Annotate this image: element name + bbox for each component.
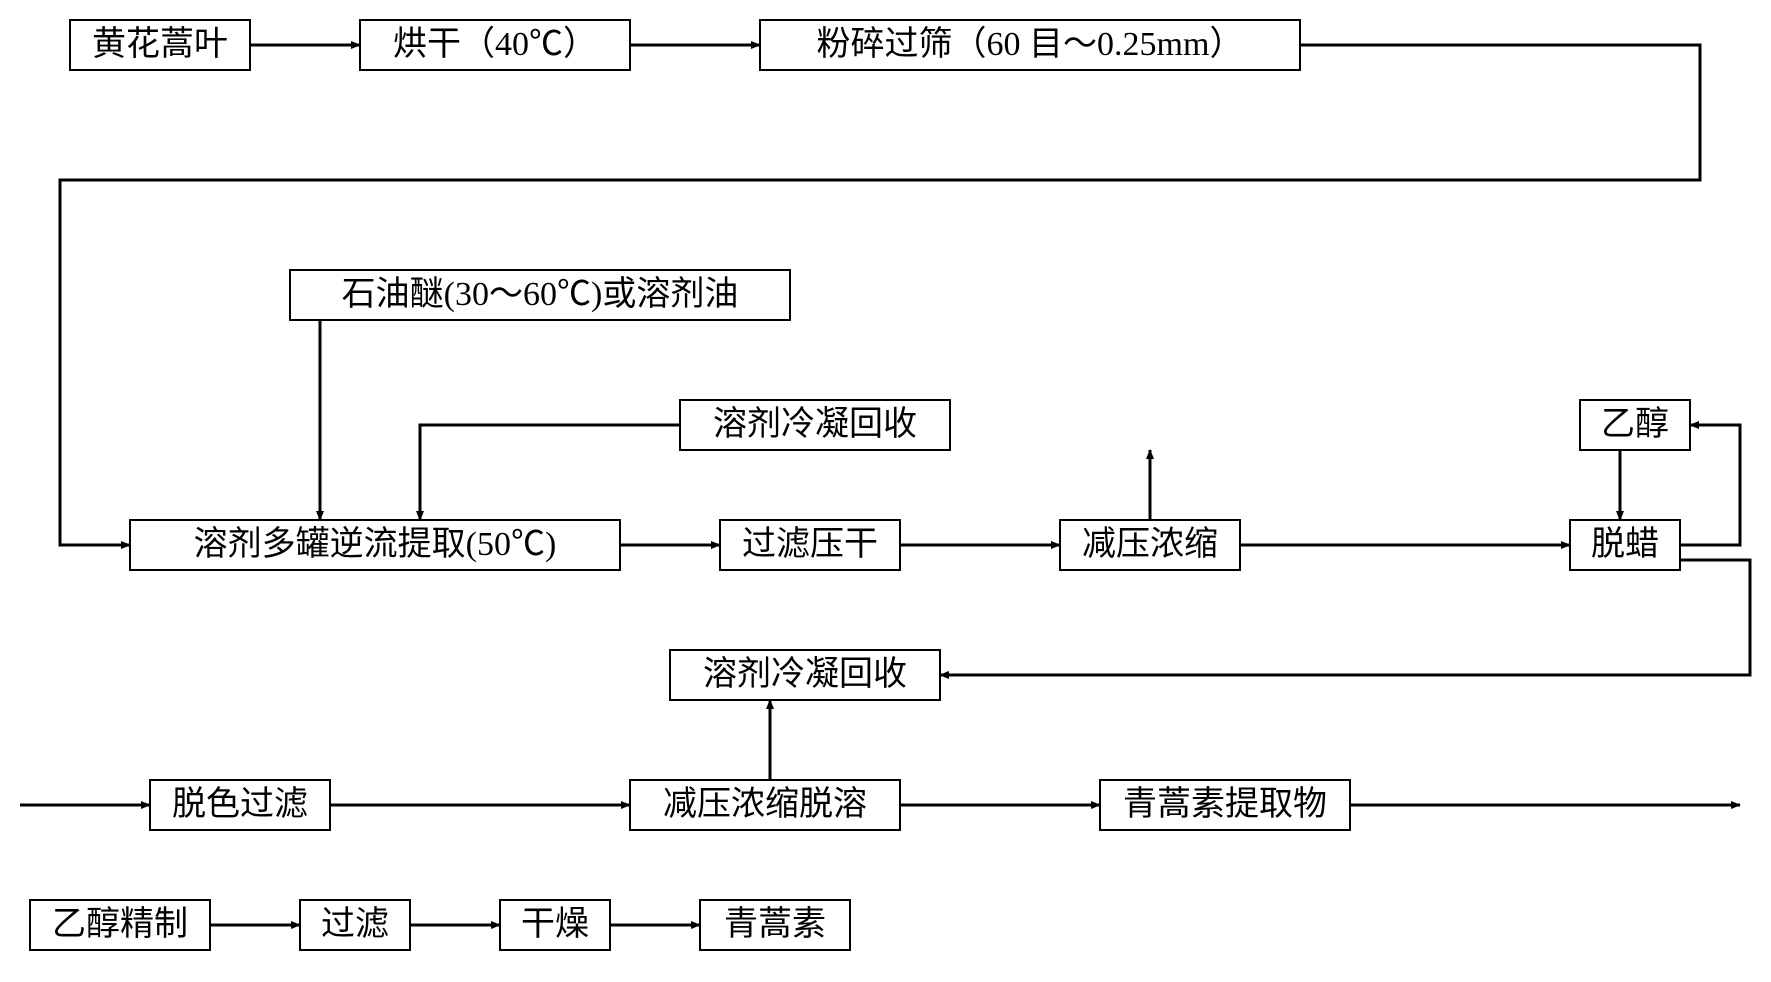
node-n14: 青蒿素提取物 bbox=[1100, 780, 1350, 830]
node-label-n5: 溶剂冷凝回收 bbox=[713, 405, 917, 443]
node-label-n8: 过滤压干 bbox=[742, 525, 878, 563]
node-n3: 粉碎过筛（60 目～0.25mm） bbox=[760, 20, 1300, 70]
node-label-n12: 脱色过滤 bbox=[172, 785, 308, 823]
node-label-n1: 黄花蒿叶 bbox=[92, 25, 228, 63]
nodes-layer: 黄花蒿叶 烘干（40℃） 粉碎过筛（60 目～0.25mm） 石油醚(30～60℃)或… bbox=[30, 20, 1690, 950]
node-n17: 干燥 bbox=[500, 900, 610, 950]
node-label-n10: 脱蜡 bbox=[1591, 525, 1659, 563]
node-label-n15: 乙醇精制 bbox=[52, 905, 188, 943]
node-n6: 乙醇 bbox=[1580, 400, 1690, 450]
node-label-n2: 烘干（40℃） bbox=[393, 25, 597, 63]
node-n8: 过滤压干 bbox=[720, 520, 900, 570]
edge-4 bbox=[420, 425, 680, 520]
node-n1: 黄花蒿叶 bbox=[70, 20, 250, 70]
node-label-n13: 减压浓缩脱溶 bbox=[663, 785, 867, 823]
node-n2: 烘干（40℃） bbox=[360, 20, 630, 70]
edge-11 bbox=[940, 560, 1750, 675]
node-label-n7: 溶剂多罐逆流提取(50℃) bbox=[194, 525, 557, 563]
node-n9: 减压浓缩 bbox=[1060, 520, 1240, 570]
node-n15: 乙醇精制 bbox=[30, 900, 210, 950]
node-n18: 青蒿素 bbox=[700, 900, 850, 950]
node-n4: 石油醚(30～60℃)或溶剂油 bbox=[290, 270, 790, 320]
node-label-n18: 青蒿素 bbox=[724, 905, 826, 943]
node-label-n3: 粉碎过筛（60 目～0.25mm） bbox=[817, 25, 1244, 63]
node-n13: 减压浓缩脱溶 bbox=[630, 780, 900, 830]
node-n11: 溶剂冷凝回收 bbox=[670, 650, 940, 700]
node-n5: 溶剂冷凝回收 bbox=[680, 400, 950, 450]
flowchart-canvas: 黄花蒿叶 烘干（40℃） 粉碎过筛（60 目～0.25mm） 石油醚(30～60℃)或… bbox=[0, 0, 1771, 982]
node-n12: 脱色过滤 bbox=[150, 780, 330, 830]
node-n7: 溶剂多罐逆流提取(50℃) bbox=[130, 520, 620, 570]
node-n16: 过滤 bbox=[300, 900, 410, 950]
node-n10: 脱蜡 bbox=[1570, 520, 1680, 570]
node-label-n4: 石油醚(30～60℃)或溶剂油 bbox=[342, 275, 739, 313]
node-label-n17: 干燥 bbox=[521, 906, 589, 943]
node-label-n16: 过滤 bbox=[321, 905, 389, 943]
node-label-n9: 减压浓缩 bbox=[1082, 525, 1218, 563]
node-label-n6: 乙醇 bbox=[1601, 405, 1669, 443]
node-label-n11: 溶剂冷凝回收 bbox=[703, 655, 907, 693]
node-label-n14: 青蒿素提取物 bbox=[1123, 785, 1327, 823]
